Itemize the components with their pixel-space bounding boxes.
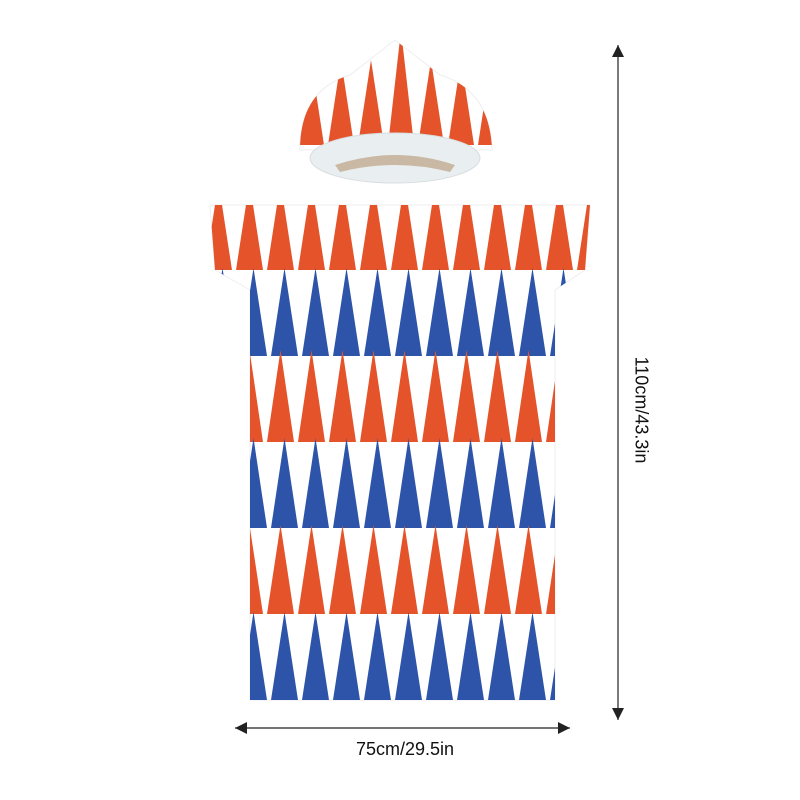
poncho (209, 39, 591, 701)
pattern-triangle (488, 612, 515, 700)
pattern-triangle (453, 205, 480, 270)
pattern-triangle (298, 205, 325, 270)
pattern-triangle (210, 438, 236, 528)
pattern-triangle (488, 268, 515, 356)
pattern-triangle (388, 40, 414, 145)
pattern-triangle (519, 612, 546, 700)
pattern-triangle (210, 525, 232, 614)
pattern-triangle (484, 350, 511, 442)
pattern-triangle (488, 438, 515, 528)
pattern-triangle (328, 60, 354, 145)
width-dimension: 75cm/29.5in (235, 722, 570, 759)
pattern-triangle (515, 525, 542, 614)
height-label: 110cm/43.3in (631, 357, 651, 464)
pattern-triangle (577, 525, 590, 614)
pattern-triangle (581, 438, 590, 528)
pattern-triangle (391, 205, 418, 270)
pattern-triangle (426, 612, 453, 700)
hood-pattern (300, 40, 492, 145)
pattern-triangle (360, 525, 387, 614)
pattern-triangle (358, 60, 384, 145)
pattern-triangle (519, 268, 546, 356)
pattern-triangle (519, 438, 546, 528)
pattern-triangle (210, 612, 236, 700)
pattern-triangle (391, 350, 418, 442)
pattern-triangle (364, 268, 391, 356)
pattern-triangle (360, 350, 387, 442)
pattern-triangle (329, 205, 356, 270)
pattern-triangle (271, 438, 298, 528)
height-dimension: 110cm/43.3in (612, 45, 651, 720)
pattern-triangle (426, 438, 453, 528)
pattern-triangle (422, 205, 449, 270)
pattern-triangle (210, 350, 232, 442)
pattern-triangle (333, 268, 360, 356)
body-pattern (210, 205, 590, 700)
width-label: 75cm/29.5in (356, 739, 454, 759)
pattern-triangle (448, 60, 474, 145)
pattern-triangle (298, 525, 325, 614)
pattern-triangle (422, 525, 449, 614)
pattern-triangle (515, 205, 542, 270)
pattern-triangle (453, 525, 480, 614)
pattern-triangle (457, 612, 484, 700)
pattern-triangle (271, 612, 298, 700)
pattern-triangle (581, 612, 590, 700)
pattern-triangle (457, 268, 484, 356)
pattern-triangle (364, 612, 391, 700)
pattern-triangle (298, 350, 325, 442)
pattern-triangle (395, 268, 422, 356)
pattern-triangle (546, 205, 573, 270)
pattern-triangle (302, 438, 329, 528)
pattern-triangle (395, 612, 422, 700)
pattern-triangle (426, 268, 453, 356)
pattern-triangle (395, 438, 422, 528)
pattern-triangle (329, 525, 356, 614)
pattern-triangle (302, 268, 329, 356)
pattern-triangle (418, 60, 444, 145)
pattern-triangle (333, 438, 360, 528)
pattern-triangle (302, 612, 329, 700)
pattern-triangle (267, 205, 294, 270)
pattern-triangle (267, 525, 294, 614)
hanger (335, 155, 455, 172)
pattern-triangle (422, 350, 449, 442)
pattern-triangle (360, 205, 387, 270)
pattern-triangle (329, 350, 356, 442)
pattern-triangle (581, 268, 590, 356)
pattern-triangle (271, 268, 298, 356)
pattern-triangle (478, 60, 492, 145)
pattern-triangle (333, 612, 360, 700)
pattern-triangle (236, 205, 263, 270)
pattern-triangle (484, 205, 511, 270)
pattern-triangle (577, 350, 590, 442)
pattern-triangle (364, 438, 391, 528)
pattern-triangle (453, 350, 480, 442)
pattern-triangle (391, 525, 418, 614)
pattern-triangle (210, 268, 236, 356)
pattern-triangle (267, 350, 294, 442)
pattern-triangle (484, 525, 511, 614)
pattern-triangle (457, 438, 484, 528)
pattern-triangle (577, 205, 590, 270)
pattern-triangle (515, 350, 542, 442)
